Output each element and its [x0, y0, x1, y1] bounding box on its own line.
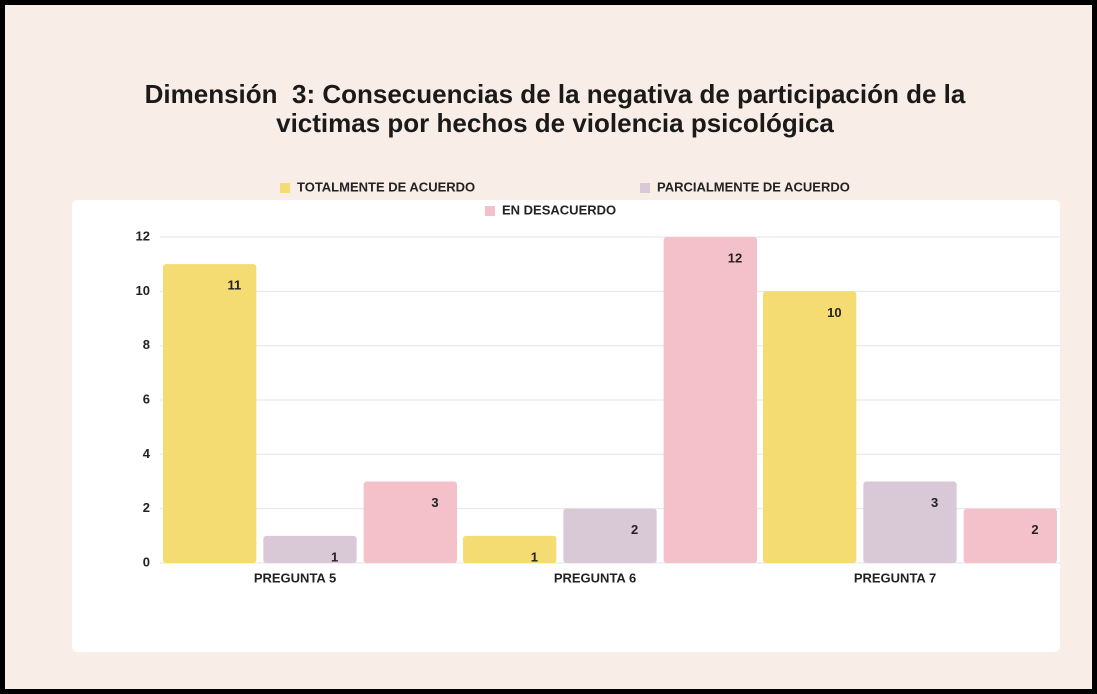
legend-swatch	[485, 206, 495, 216]
chart-title: Dimensión 3: Consecuencias de la negativ…	[144, 79, 973, 138]
y-tick-label: 4	[143, 446, 151, 461]
bar	[963, 508, 1057, 563]
bar	[263, 535, 357, 563]
bar	[863, 481, 957, 563]
legend-swatch	[640, 183, 650, 193]
y-tick-label: 6	[143, 391, 150, 406]
y-tick-label: 2	[143, 500, 150, 515]
data-label: 2	[1031, 522, 1038, 537]
y-tick-label: 0	[143, 554, 150, 569]
data-label: 1	[331, 549, 338, 564]
x-tick-label: PREGUNTA 5	[254, 570, 336, 585]
data-label: 10	[827, 305, 841, 320]
bar	[763, 291, 857, 563]
data-label: 1	[531, 549, 538, 564]
data-label: 12	[728, 250, 742, 265]
data-label: 2	[631, 522, 638, 537]
data-label: 11	[227, 278, 241, 293]
x-tick-label: PREGUNTA 7	[854, 570, 936, 585]
x-tick-label: PREGUNTA 6	[554, 570, 636, 585]
data-label: 3	[931, 495, 938, 510]
y-tick-label: 10	[136, 283, 150, 298]
legend-swatch	[280, 183, 290, 193]
bar	[363, 481, 457, 563]
legend-label: PARCIALMENTE DE ACUERDO	[657, 179, 850, 194]
y-tick-label: 8	[143, 337, 150, 352]
bar	[663, 237, 757, 563]
data-label: 3	[431, 495, 438, 510]
bar	[463, 535, 557, 563]
y-tick-label: 12	[136, 228, 150, 243]
legend-label: EN DESACUERDO	[502, 202, 616, 217]
bar	[163, 264, 257, 563]
bar	[563, 508, 657, 563]
legend-label: TOTALMENTE DE ACUERDO	[297, 179, 475, 194]
